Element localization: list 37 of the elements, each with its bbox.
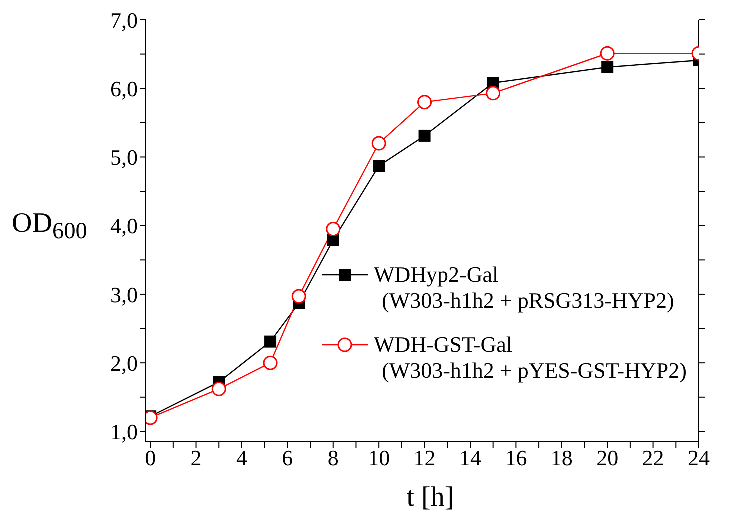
x-tick-label: 6 [282, 446, 294, 471]
point [372, 136, 386, 151]
point [418, 130, 431, 142]
x-tick-label: 10 [368, 446, 390, 471]
x-tick-label: 24 [688, 446, 710, 471]
x-axis-title: t [h] [406, 482, 456, 514]
point [263, 356, 278, 370]
x-tick-label: 20 [596, 446, 619, 471]
point [600, 46, 615, 61]
y-tick-label: 1,0 [110, 420, 138, 445]
y-tick-label: 4,0 [110, 214, 138, 239]
x-tick-label: 18 [550, 446, 573, 471]
x-tick-label: 22 [642, 446, 664, 471]
y-axis-title: OD$_{600}$ [12, 208, 88, 246]
point [327, 234, 340, 246]
point [486, 86, 501, 101]
x-tick-label: 14 [459, 446, 482, 471]
legend-label: WDHyp2-Gal (W303-h1h2 + pRSG313-HYP2) [373, 262, 674, 314]
x-tick-label: 16 [505, 446, 528, 471]
y-tick-label: 5,0 [110, 145, 138, 170]
x-tick-label: 2 [190, 446, 202, 471]
point [292, 289, 306, 304]
point [212, 382, 226, 396]
y-tick-label: 6,0 [110, 76, 138, 102]
x-tick-label: 12 [414, 446, 436, 471]
point [602, 61, 614, 74]
x-tick-label: 8 [328, 446, 339, 471]
point [418, 95, 432, 110]
x-tick-label: 0 [145, 446, 156, 471]
y-tick-label: 7,0 [110, 8, 138, 33]
point [373, 160, 386, 172]
y-tick-label: 3,0 [110, 282, 138, 308]
legend-label: WDH-GST-Gal (W303-h1h2 + pYES-GST-HYP2) [373, 332, 687, 384]
x-tick-label: 4 [236, 446, 248, 471]
point [264, 336, 277, 348]
y-tick-label: 2,0 [110, 350, 138, 376]
point [326, 222, 341, 237]
